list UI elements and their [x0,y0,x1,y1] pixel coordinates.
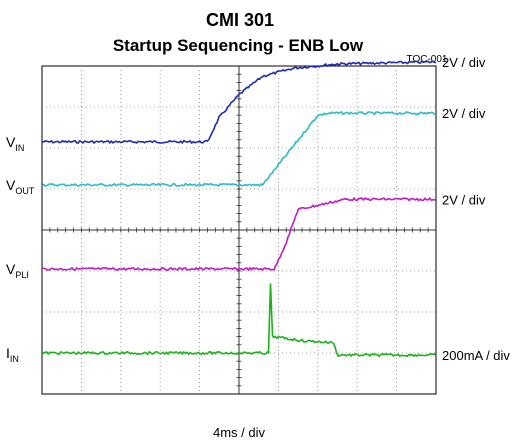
figure-id: TOC-001 [407,54,448,65]
label-group: VIN 2V / div VOUT 2V / div VPLI 2V / div IIN 20… [6,55,510,364]
chart-title: CMI 301 [206,10,274,30]
trace-vpli [41,196,437,272]
trace-scale-vpli: 2V / div [442,192,486,207]
trace-name-iin: IIN [6,345,19,364]
trace-scale-vout: 2V / div [442,106,486,121]
trace-name-vin: VIN [6,134,24,153]
chart-subtitle: Startup Sequencing - ENB Low [113,36,364,55]
time-scale-label: 4ms / div [213,425,266,440]
trace-scale-iin: 200mA / div [442,348,510,363]
trace-iin [41,283,437,358]
trace-name-vout: VOUT [6,177,35,196]
trace-vin [41,59,437,145]
trace-name-vpli: VPLI [6,261,29,280]
trace-scale-vin: 2V / div [442,55,486,70]
trace-group [41,59,437,358]
plot-grid [42,66,436,394]
trace-vout [41,110,436,188]
